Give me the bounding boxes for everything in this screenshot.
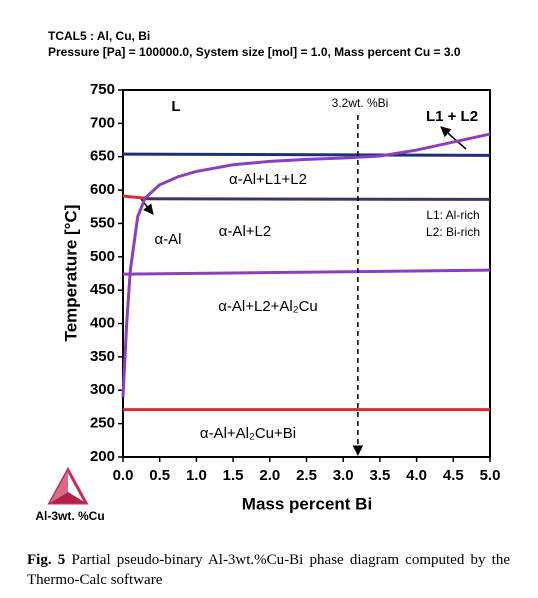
y-tick-label: 600 xyxy=(90,181,115,198)
x-tick-label: 1.0 xyxy=(186,467,207,484)
annotation: L1: Al-rich xyxy=(426,208,479,222)
y-tick-label: 700 xyxy=(90,114,115,131)
phase-boundary xyxy=(122,268,491,276)
header-conditions: Pressure [Pa] = 100000.0, System size [m… xyxy=(48,45,461,59)
y-tick-label: 300 xyxy=(90,381,115,398)
caption-label: Fig. 5 xyxy=(27,552,66,568)
phase-boundary xyxy=(122,194,146,200)
annotation: L1 + L2 xyxy=(426,108,478,125)
logo xyxy=(47,466,89,505)
annotation: α-Al+L2 xyxy=(219,223,271,240)
phase-boundary xyxy=(122,152,491,157)
annotation: L2: Bi-rich xyxy=(426,225,480,239)
caption: Fig. 5 Partial pseudo-binary Al-3wt.%Cu-… xyxy=(27,550,510,590)
header-title: TCAL5 : Al, Cu, Bi xyxy=(48,29,150,43)
x-tick-label: 0.5 xyxy=(149,467,170,484)
x-tick-label: 5.0 xyxy=(480,467,501,484)
annotation: α-Al xyxy=(154,231,181,248)
arrow xyxy=(440,126,467,150)
x-tick-label: 4.5 xyxy=(443,467,464,484)
x-tick-label: 2.0 xyxy=(259,467,280,484)
phase-boundary xyxy=(145,197,491,201)
y-tick-label: 500 xyxy=(90,248,115,265)
caption-text: Partial pseudo-binary Al-3wt.%Cu-Bi phas… xyxy=(27,552,511,588)
phase-boundary xyxy=(121,132,491,398)
y-tick-label: 400 xyxy=(90,315,115,332)
annotation: α-Al+Al₂Cu+Bi xyxy=(200,425,296,442)
y-axis-label: Temperature [°C] xyxy=(61,205,80,342)
chart: TCAL5 : Al, Cu, Bi Pressure [Pa] = 10000… xyxy=(35,29,501,523)
x-tick-label: 3.5 xyxy=(369,467,390,484)
y-tick-label: 200 xyxy=(90,448,115,465)
x-tick-label: 1.5 xyxy=(223,467,244,484)
annotation: 3.2wt. %Bi xyxy=(332,96,389,110)
y-tick-label: 350 xyxy=(90,348,115,365)
y-tick-label: 550 xyxy=(90,214,115,231)
x-tick-label: 3.0 xyxy=(333,467,354,484)
x-axis-label: Mass percent Bi xyxy=(242,494,372,513)
annotation: α-Al+L2+Al₂Cu xyxy=(218,298,318,315)
x-tick-label: 4.0 xyxy=(406,467,427,484)
annotation: L xyxy=(171,98,180,115)
y-tick-label: 250 xyxy=(90,415,115,432)
annotation: α-Al+L1+L2 xyxy=(229,171,307,188)
x-tick-label: 0.0 xyxy=(113,467,134,484)
y-tick-label: 450 xyxy=(90,281,115,298)
logo-label: Al-3wt. %Cu xyxy=(35,509,104,523)
x-tick-label: 2.5 xyxy=(296,467,317,484)
y-tick-label: 650 xyxy=(90,148,115,165)
y-tick-label: 750 xyxy=(90,81,115,98)
